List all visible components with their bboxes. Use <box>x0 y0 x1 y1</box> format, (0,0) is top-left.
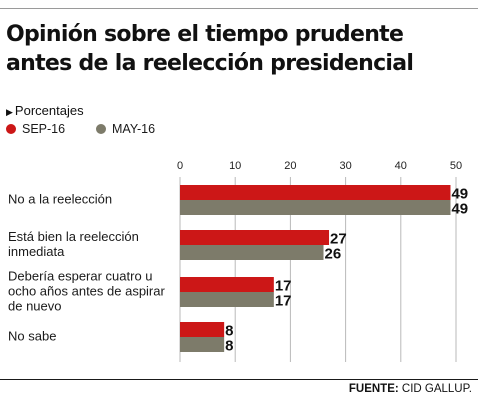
legend-item-sep16: SEP-16 <box>6 122 65 136</box>
bottom-rule <box>0 379 478 380</box>
chart-subtitle: ▶ Porcentajes <box>6 103 84 118</box>
x-tick-label: 20 <box>284 160 296 172</box>
bar-value-label: 49 <box>451 201 468 218</box>
category-label: inmediata <box>8 244 65 259</box>
bar-value-label: 17 <box>275 278 292 295</box>
bar-value-label: 27 <box>330 231 347 248</box>
bar-value-label: 26 <box>325 246 342 263</box>
bar-sep16 <box>180 230 330 245</box>
bar-value-label: 49 <box>451 186 468 203</box>
category-label: Está bien la reelección <box>8 229 139 244</box>
category-label: ocho años antes de aspirar <box>8 284 165 299</box>
x-tick-label: 0 <box>177 160 183 172</box>
category-label: No sabe <box>8 329 56 344</box>
bar-value-label: 8 <box>225 338 233 355</box>
triangle-right-icon: ▶ <box>6 107 13 117</box>
legend-label-sep16: SEP-16 <box>22 122 66 136</box>
source-note: FUENTE: CID GALLUP. <box>349 383 472 395</box>
legend-swatch-may16 <box>96 124 106 134</box>
category-label: Debería esperar cuatro u <box>8 269 153 284</box>
chart-title: Opinión sobre el tiempo prudente antes d… <box>6 20 474 78</box>
bar-may16 <box>180 200 451 215</box>
legend-label-may16: MAY-16 <box>112 122 156 136</box>
bar-sep16 <box>180 185 451 200</box>
x-tick-label: 30 <box>339 160 351 172</box>
bar-may16 <box>180 292 274 307</box>
chart-title-line-2: antes de la reelección presidencial <box>6 51 414 76</box>
legend-swatch-sep16 <box>6 124 16 134</box>
subtitle-text: Porcentajes <box>14 103 84 118</box>
bar-value-label: 17 <box>275 293 292 310</box>
bar-value-label: 8 <box>225 323 233 340</box>
chart-title-line-1: Opinión sobre el tiempo prudente <box>6 22 404 47</box>
x-tick-label: 10 <box>229 160 241 172</box>
x-tick-label: 50 <box>450 160 462 172</box>
x-tick-label: 40 <box>395 160 407 172</box>
source-label: FUENTE: <box>348 383 399 395</box>
bar-sep16 <box>180 322 225 337</box>
bar-may16 <box>180 245 324 260</box>
source-text: CID GALLUP. <box>398 383 472 395</box>
bar-sep16 <box>180 277 274 292</box>
legend-item-may16: MAY-16 <box>96 122 155 136</box>
bar-may16 <box>180 337 225 352</box>
category-label: No a la reelección <box>8 192 112 207</box>
category-label: de nuevo <box>8 299 62 314</box>
top-rule <box>0 8 478 9</box>
